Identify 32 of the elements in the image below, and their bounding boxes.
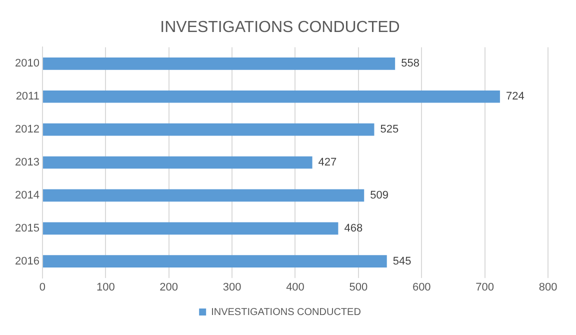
data-label: 724 <box>506 90 524 103</box>
data-label: 468 <box>344 222 363 234</box>
x-tick-label: 200 <box>160 281 178 294</box>
x-tick-label: 400 <box>286 281 304 294</box>
y-tick-label: 2013 <box>14 156 40 169</box>
bar <box>42 189 364 202</box>
bar <box>42 123 374 136</box>
data-label: 545 <box>392 255 412 268</box>
y-tick-label: 2012 <box>14 124 40 136</box>
x-tick-label: 600 <box>412 281 431 294</box>
y-tick-label: 2010 <box>14 58 40 70</box>
x-tick-label: 100 <box>96 281 115 294</box>
bar <box>42 57 396 70</box>
bar <box>42 90 500 103</box>
data-label: 427 <box>318 156 337 169</box>
y-tick-label: 2016 <box>14 255 40 268</box>
data-label: 558 <box>401 58 420 70</box>
x-tick-label: 500 <box>349 281 368 294</box>
bar <box>42 156 312 169</box>
legend-label: INVESTIGATIONS CONDUCTED <box>211 306 361 318</box>
x-tick-label: 300 <box>222 281 242 294</box>
data-label: 509 <box>370 189 388 202</box>
x-tick-label: 800 <box>538 281 558 294</box>
y-tick-label: 2011 <box>16 90 40 103</box>
bar <box>42 255 387 268</box>
x-tick-label: 700 <box>476 281 494 294</box>
y-tick-label: 2014 <box>14 189 40 202</box>
x-tick-label: 0 <box>39 281 46 294</box>
chart-title: INVESTIGATIONS CONDUCTED <box>160 19 400 36</box>
data-label: 525 <box>380 124 399 136</box>
bar <box>42 222 338 235</box>
y-tick-label: 2015 <box>14 222 40 234</box>
